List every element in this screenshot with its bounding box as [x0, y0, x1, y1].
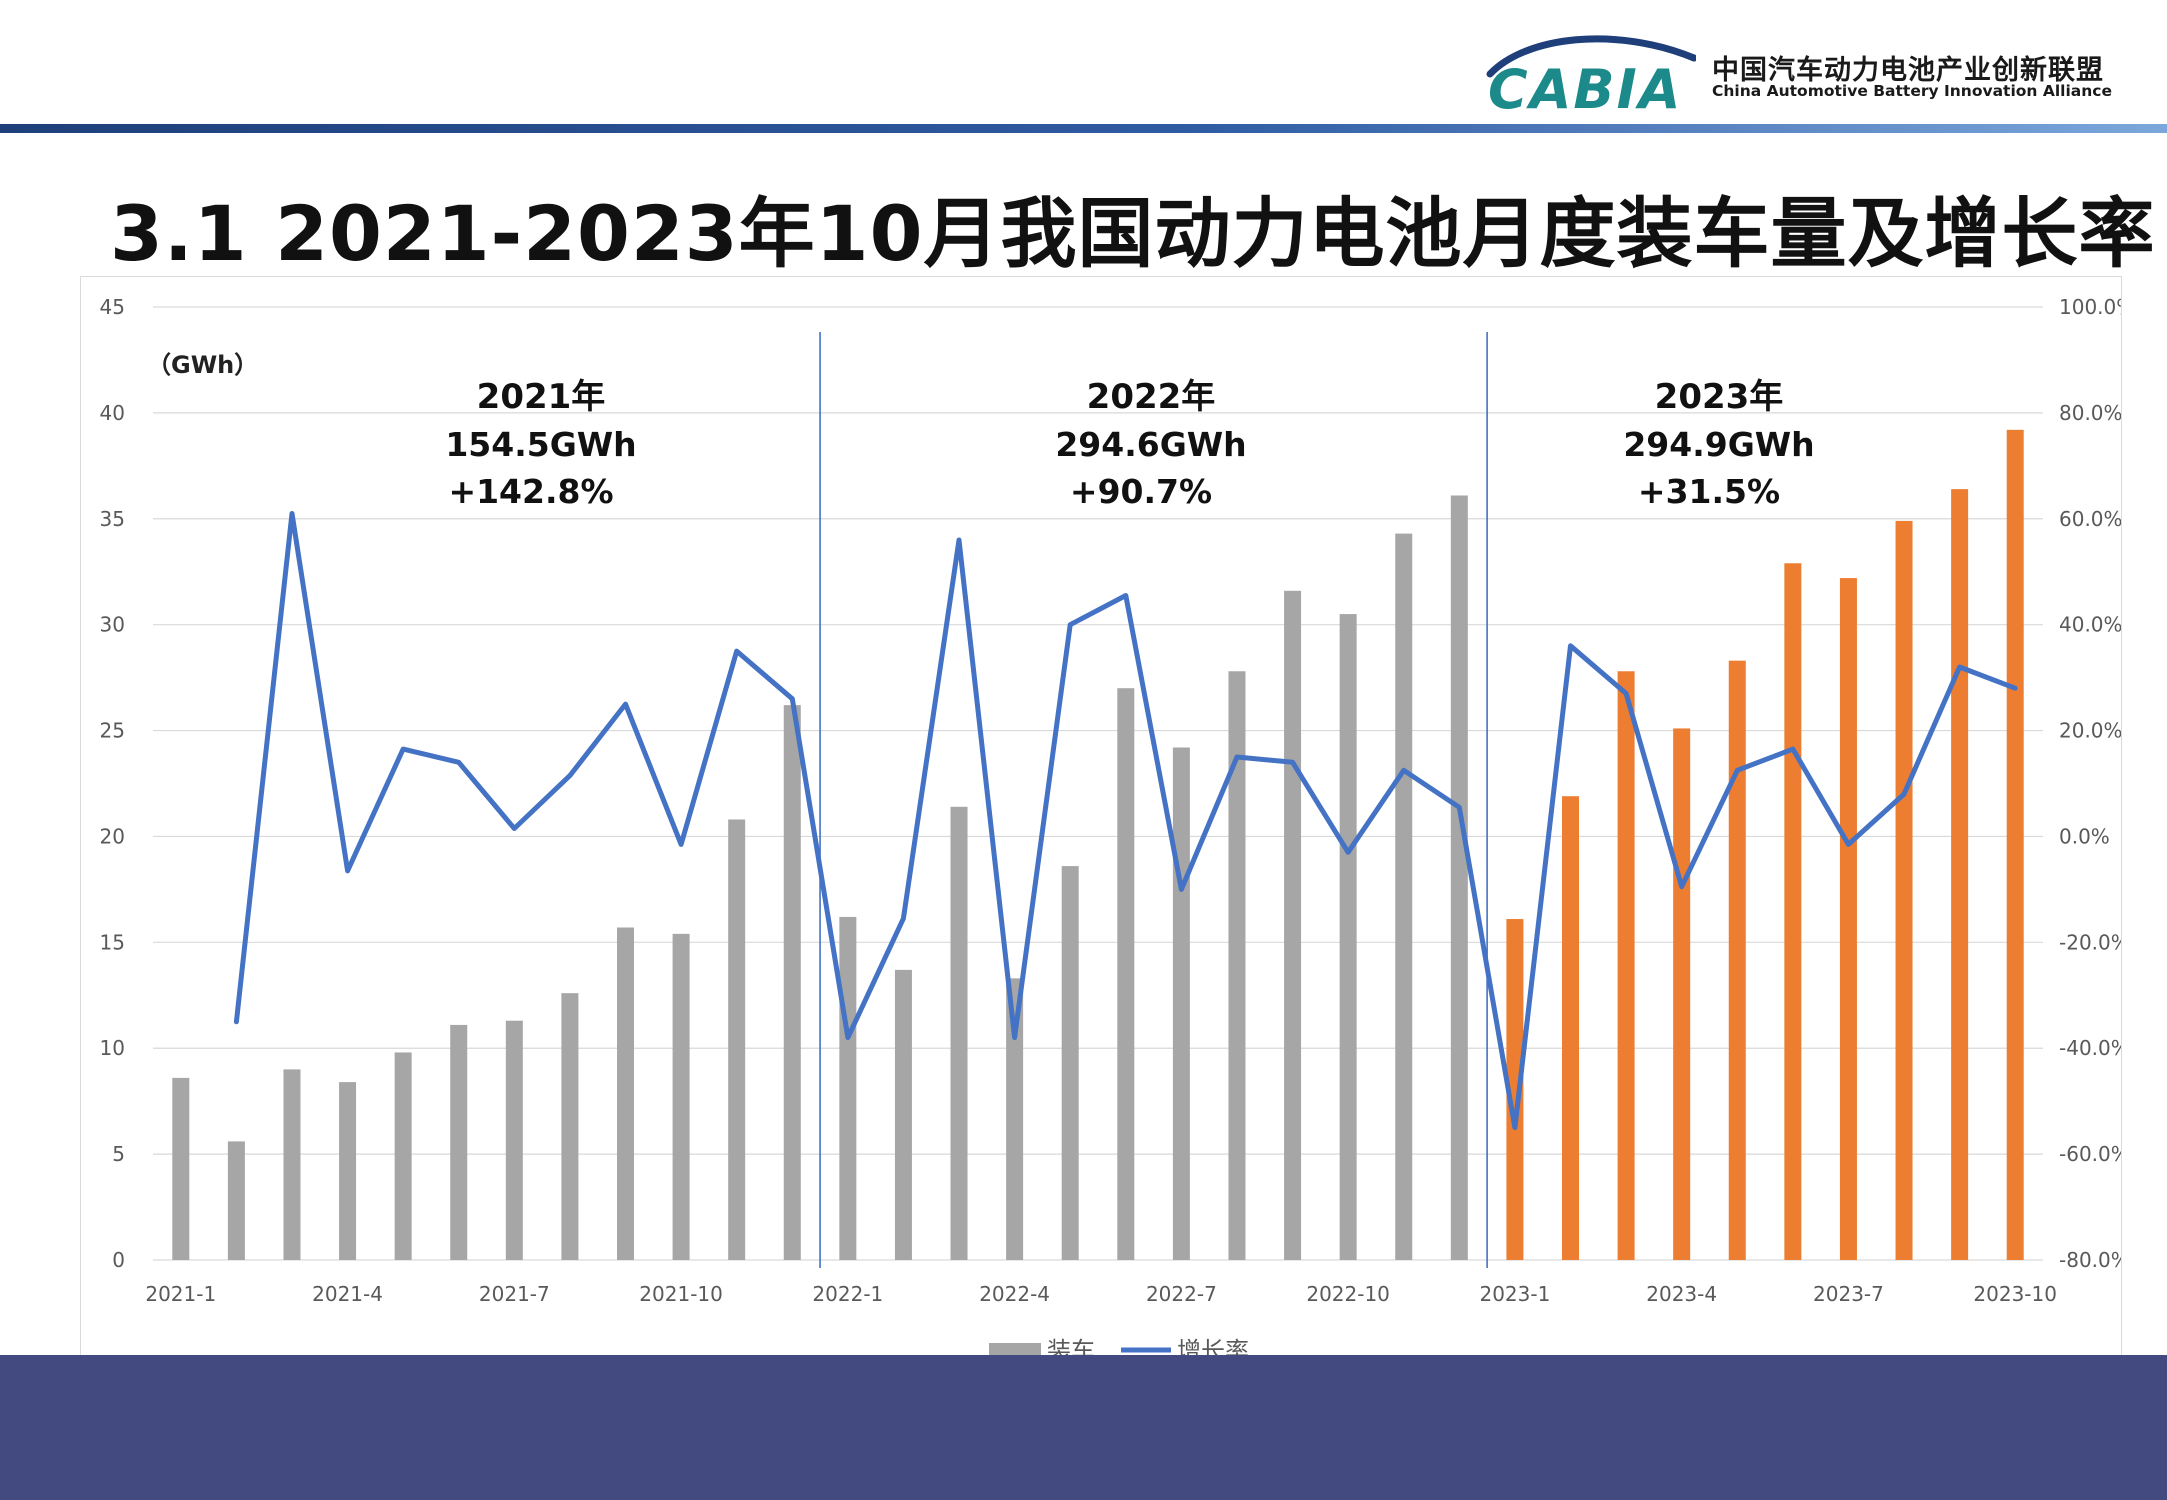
logo-swoosh-icon: [1486, 35, 1696, 78]
bar: [1061, 866, 1079, 1260]
bar: [1617, 671, 1635, 1260]
bar: [283, 1069, 301, 1260]
y2-tick-label: 100.0%: [2059, 295, 2121, 319]
y-tick-label: 45: [100, 295, 125, 319]
x-tick-label: 2021-1: [145, 1282, 216, 1306]
y-tick-label: 5: [112, 1142, 125, 1166]
bar: [450, 1024, 468, 1260]
logo-text: CABIA: [1488, 58, 1683, 121]
bar: [1117, 688, 1135, 1260]
bar: [672, 933, 690, 1260]
grid-layer: [153, 306, 2043, 1261]
chart: 0 5 10 15 20 25 30 35 40 45 -80.0% -60.0% -40.0% -20.…: [100, 295, 2136, 1365]
y2-tick-label: -80.0%: [2059, 1248, 2121, 1272]
y-tick-label: 30: [100, 613, 125, 637]
x-tick-label: 2023-4: [1646, 1282, 1717, 1306]
bar: [561, 993, 579, 1260]
org-name-en: China Automotive Battery Innovation Alli…: [1712, 82, 2112, 100]
header: CABIA 中国汽车动力电池产业创新联盟 China Automotive Ba…: [0, 0, 2167, 135]
year-total: 294.9GWh: [1623, 425, 1814, 464]
axis-layer: 0 5 10 15 20 25 30 35 40 45 -80.0% -60.0% -40.0% -20.…: [100, 295, 2136, 1306]
bar: [172, 1077, 190, 1260]
y2-tick-label: 80.0%: [2059, 401, 2121, 425]
header-rule: [0, 124, 2167, 133]
bars-layer: [172, 429, 2024, 1260]
y-tick-label: 10: [100, 1036, 125, 1060]
bar: [1339, 614, 1357, 1260]
y-axis-unit: （GWh）: [147, 351, 258, 379]
bar: [839, 916, 857, 1260]
y2-tick-label: 40.0%: [2059, 613, 2121, 637]
bar: [339, 1082, 357, 1260]
x-tick-label: 2021-10: [639, 1282, 723, 1306]
x-tick-label: 2022-10: [1306, 1282, 1390, 1306]
x-tick-label: 2022-7: [1146, 1282, 1217, 1306]
y-tick-label: 25: [100, 719, 125, 743]
org-name-cn: 中国汽车动力电池产业创新联盟: [1712, 55, 2104, 86]
x-tick-label: 2021-4: [312, 1282, 383, 1306]
y2-tick-label: -20.0%: [2059, 930, 2121, 954]
bar: [1450, 495, 1468, 1260]
y2-tick-label: -60.0%: [2059, 1142, 2121, 1166]
bar: [728, 819, 746, 1260]
year-total: 154.5GWh: [445, 425, 636, 464]
x-tick-label: 2022-4: [979, 1282, 1050, 1306]
bar: [894, 969, 912, 1260]
y-tick-label: 40: [100, 401, 125, 425]
y-tick-label: 15: [100, 930, 125, 954]
y-tick-label: 0: [112, 1248, 125, 1272]
footer-band: [0, 1355, 2167, 1500]
bar: [1728, 660, 1746, 1260]
x-tick-label: 2023-1: [1479, 1282, 1550, 1306]
bar: [1951, 489, 1969, 1260]
bar: [783, 705, 801, 1260]
bar: [1895, 520, 1913, 1260]
bar: [1506, 919, 1524, 1260]
y2-tick-label: 20.0%: [2059, 719, 2121, 743]
bar: [1673, 728, 1691, 1260]
y2-tick-label: 0.0%: [2059, 824, 2110, 848]
x-tick-label: 2021-7: [479, 1282, 550, 1306]
bar: [617, 927, 634, 1260]
bar: [227, 1141, 245, 1260]
bar: [1562, 796, 1579, 1260]
year-growth: +31.5%: [1638, 472, 1780, 511]
y2-tick-label: 60.0%: [2059, 507, 2121, 531]
y2-tick-label: -40.0%: [2059, 1036, 2121, 1060]
divider-layer: [819, 332, 1488, 1268]
x-tick-label: 2022-1: [812, 1282, 883, 1306]
growth-rate-line: [233, 511, 2018, 1131]
bar: [1839, 578, 1857, 1260]
year-label: 2021年: [477, 377, 606, 417]
bar: [1006, 978, 1024, 1260]
bar: [1395, 533, 1413, 1260]
bar: [1228, 671, 1246, 1260]
y-tick-label: 20: [100, 824, 125, 848]
y-tick-label: 35: [100, 507, 125, 531]
page-title: 3.1 2021-2023年10月我国动力电池月度装车量及增长率: [110, 189, 2156, 278]
bar: [1784, 563, 1802, 1260]
bar: [1284, 590, 1302, 1260]
bar: [394, 1052, 412, 1260]
year-total: 294.6GWh: [1055, 425, 1246, 464]
year-growth: +142.8%: [448, 472, 613, 511]
x-tick-label: 2023-7: [1813, 1282, 1884, 1306]
year-growth: +90.7%: [1070, 472, 1212, 511]
chart-container: 0 5 10 15 20 25 30 35 40 45 -80.0% -60.0% -40.0% -20.…: [80, 276, 2136, 1365]
x-tick-label: 2023-10: [1973, 1282, 2057, 1306]
year-label: 2023年: [1655, 377, 1784, 417]
line-layer: [233, 511, 2018, 1131]
year-label: 2022年: [1087, 377, 1216, 417]
annotation-layer: 2021年 154.5GWh +142.8% 2022年 294.6GWh +90.7% 2…: [445, 377, 1814, 511]
bar: [950, 806, 968, 1260]
bar: [2006, 429, 2024, 1260]
bar: [1172, 747, 1190, 1260]
bar: [505, 1020, 523, 1260]
